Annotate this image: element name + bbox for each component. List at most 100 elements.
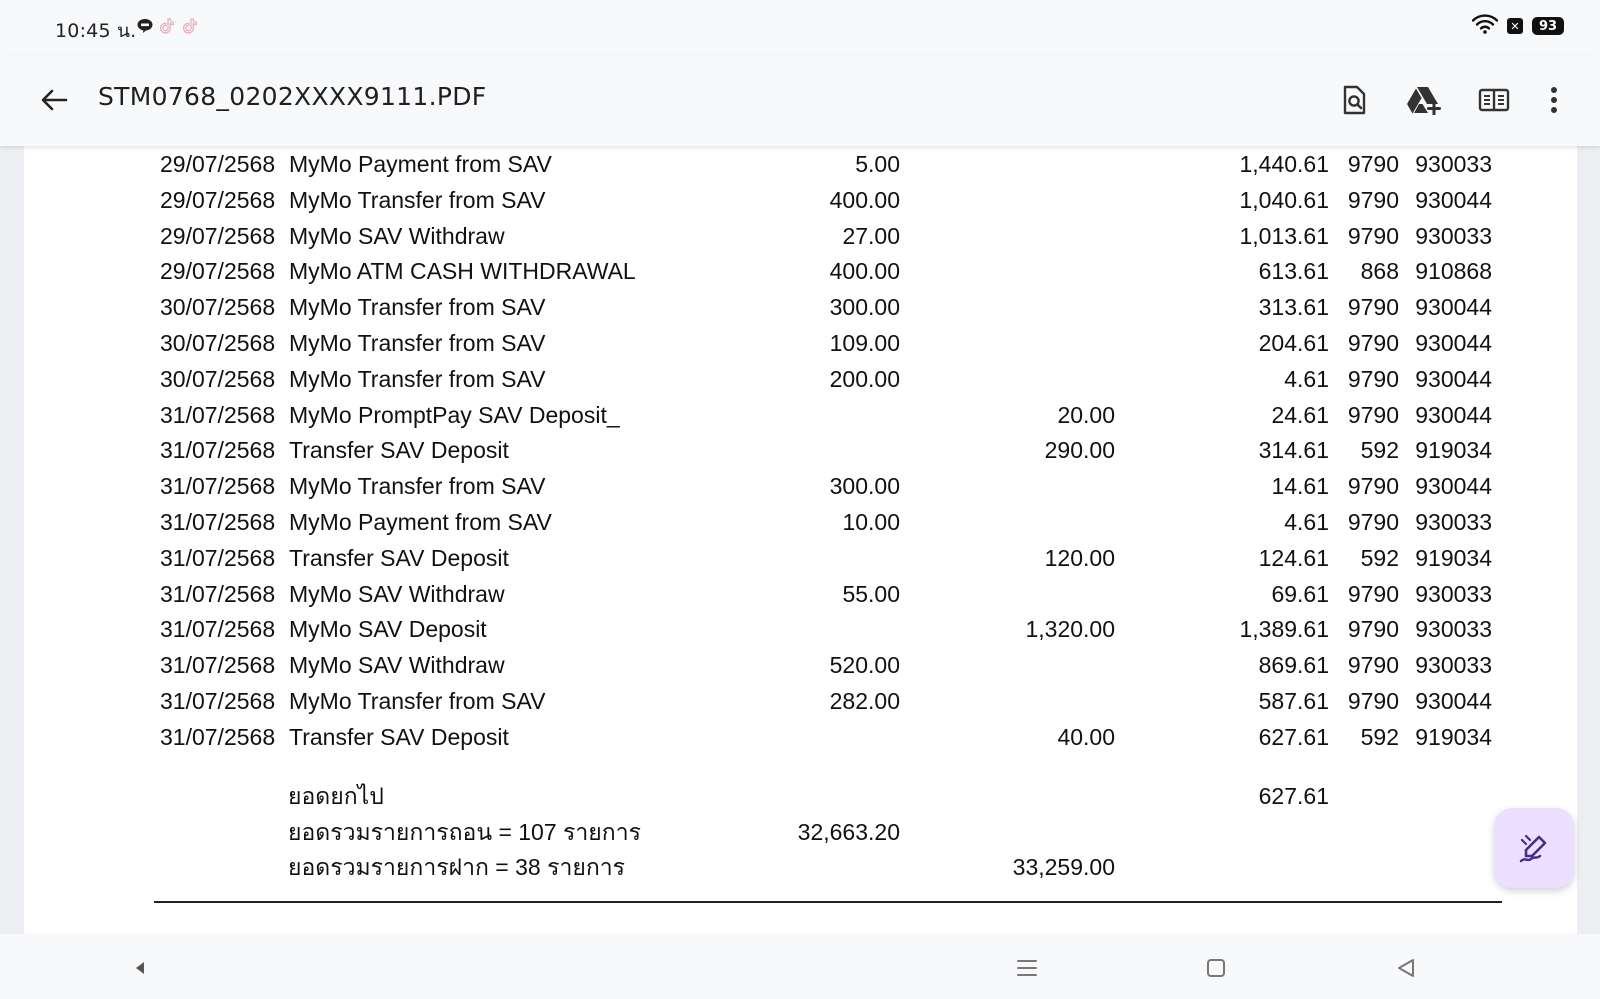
more-vert-icon	[1551, 87, 1557, 113]
back-button[interactable]	[1388, 950, 1424, 986]
transaction-terminal: 930044	[1415, 688, 1492, 714]
transaction-description: MyMo Payment from SAV	[289, 151, 552, 177]
transaction-branch: 592	[1360, 723, 1399, 750]
transaction-date: 31/07/2568	[160, 652, 276, 679]
transaction-terminal: 930044	[1415, 330, 1492, 356]
document-viewer[interactable]: 31/07/2568 Transfer SAV Deposit 40.00 627.6…	[0, 146, 1600, 934]
transaction-description: MyMo PromptPay SAV Deposit_	[289, 401, 620, 428]
recents-icon	[1017, 960, 1037, 976]
transaction-withdrawal: 282.00	[829, 688, 900, 714]
drive-add-icon	[1407, 87, 1441, 115]
transaction-description: MyMo SAV Withdraw	[289, 652, 505, 679]
transaction-date: 31/07/2568	[160, 723, 276, 750]
transaction-deposit: 1,320.00	[1025, 616, 1115, 643]
transaction-balance: 204.61	[1258, 330, 1329, 356]
transaction-terminal: 930044	[1415, 365, 1492, 392]
transaction-balance: 613.61	[1258, 258, 1329, 285]
transaction-branch: 9790	[1347, 365, 1399, 392]
transaction-terminal: 930033	[1415, 151, 1492, 177]
transaction-row: 31/07/2568 MyMo Payment from SAV 10.00 4.61…	[24, 504, 1577, 540]
transaction-terminal: 930033	[1415, 222, 1492, 249]
transaction-balance: 124.61	[1258, 544, 1329, 571]
transaction-row: 29/07/2568 MyMo SAV Withdraw 27.00 1,013.61…	[24, 218, 1577, 254]
transaction-terminal: 919034	[1415, 723, 1492, 750]
transaction-terminal: 930044	[1415, 186, 1492, 213]
transaction-row: 31/07/2568 Transfer SAV Deposit 120.00 124.…	[24, 540, 1577, 576]
transaction-withdrawal: 400.00	[829, 186, 900, 213]
transaction-balance: 1,440.61	[1239, 151, 1329, 177]
app-bar: STM0768_0202XXXX9111.PDF	[0, 56, 1600, 146]
transaction-date: 29/07/2568	[160, 151, 276, 177]
home-button[interactable]	[1198, 950, 1234, 986]
transaction-row: 31/07/2568 MyMo Transfer from SAV 282.00 58…	[24, 683, 1577, 719]
transaction-balance: 24.61	[1271, 401, 1329, 428]
arrow-back-icon	[41, 89, 68, 111]
total-withdrawals-row: ยอดรวมรายการถอน = 107 รายการ 32,663.20	[24, 814, 1577, 850]
transaction-date: 31/07/2568	[160, 509, 276, 535]
transaction-description: MyMo SAV Withdraw	[289, 580, 505, 607]
summary-divider	[154, 901, 1502, 903]
more-options-button[interactable]	[1532, 76, 1576, 124]
transaction-description: MyMo Transfer from SAV	[289, 473, 546, 500]
back-icon	[1398, 959, 1414, 977]
system-navigation-bar	[0, 934, 1600, 999]
transaction-description: Transfer SAV Deposit	[289, 437, 509, 464]
transaction-terminal: 910868	[1415, 258, 1492, 285]
transaction-row: 30/07/2568 MyMo Transfer from SAV 200.00 4.…	[24, 361, 1577, 397]
transaction-date: 31/07/2568	[160, 616, 276, 643]
status-bar: 10:45 น. ✕ 93	[0, 0, 1600, 56]
transaction-branch: 9790	[1347, 652, 1399, 679]
transaction-row: 31/07/2568 MyMo PromptPay SAV Deposit_ 20.…	[24, 397, 1577, 433]
transaction-description: Transfer SAV Deposit	[289, 544, 509, 571]
transaction-branch: 9790	[1347, 330, 1399, 356]
transaction-row: 29/07/2568 MyMo Transfer from SAV 400.00 1,…	[24, 182, 1577, 218]
save-to-drive-button[interactable]	[1400, 76, 1448, 124]
recents-button[interactable]	[1009, 950, 1045, 986]
carry-forward-row: ยอดยกไป 627.61	[24, 778, 1577, 814]
line-icon	[136, 17, 154, 35]
transaction-date: 31/07/2568	[160, 688, 276, 714]
transaction-row: 30/07/2568 MyMo Transfer from SAV 109.00 20…	[24, 325, 1577, 361]
total-deposits-label: ยอดรวมรายการฝาก = 38 รายการ	[288, 854, 626, 880]
transaction-balance: 587.61	[1258, 688, 1329, 714]
total-deposits-amount: 33,259.00	[1012, 854, 1115, 880]
transaction-description: MyMo Transfer from SAV	[289, 688, 546, 714]
transaction-branch: 9790	[1347, 401, 1399, 428]
annotate-pen-icon	[1519, 834, 1547, 863]
carry-forward-balance: 627.61	[1258, 783, 1329, 809]
transaction-terminal: 930044	[1415, 473, 1492, 500]
transaction-balance: 14.61	[1271, 473, 1329, 500]
status-indicators: ✕ 93	[1471, 14, 1564, 38]
reading-mode-icon	[1478, 88, 1510, 112]
transaction-branch: 592	[1360, 437, 1399, 464]
transaction-terminal: 930033	[1415, 616, 1492, 643]
transaction-withdrawal: 5.00	[855, 151, 900, 177]
transaction-branch: 9790	[1347, 222, 1399, 249]
transaction-description: Transfer SAV Deposit	[289, 723, 509, 750]
transaction-branch: 9790	[1347, 580, 1399, 607]
transaction-balance: 313.61	[1258, 294, 1329, 321]
side-panel-back-button[interactable]	[122, 950, 158, 986]
wifi-icon	[1471, 14, 1499, 38]
transaction-date: 31/07/2568	[160, 544, 276, 571]
transaction-withdrawal: 400.00	[829, 258, 900, 285]
transaction-row: 29/07/2568 MyMo ATM CASH WITHDRAWAL 400.00…	[24, 253, 1577, 289]
transaction-withdrawal: 109.00	[829, 330, 900, 356]
find-in-page-button[interactable]	[1330, 76, 1378, 124]
transaction-balance: 4.61	[1284, 365, 1329, 392]
transaction-description: MyMo Payment from SAV	[289, 509, 552, 535]
back-arrow-button[interactable]	[32, 78, 76, 122]
signal-off-icon: ✕	[1507, 18, 1523, 34]
reading-mode-button[interactable]	[1470, 76, 1518, 124]
annotate-button[interactable]	[1494, 808, 1574, 888]
transaction-balance: 1,389.61	[1239, 616, 1329, 643]
transaction-balance: 627.61	[1258, 723, 1329, 750]
transaction-deposit: 40.00	[1057, 723, 1115, 750]
transaction-description: MyMo Transfer from SAV	[289, 186, 546, 213]
transaction-withdrawal: 520.00	[829, 652, 900, 679]
transaction-balance: 314.61	[1258, 437, 1329, 464]
transaction-date: 31/07/2568	[160, 437, 276, 464]
transaction-branch: 9790	[1347, 294, 1399, 321]
transaction-deposit: 290.00	[1044, 437, 1115, 464]
